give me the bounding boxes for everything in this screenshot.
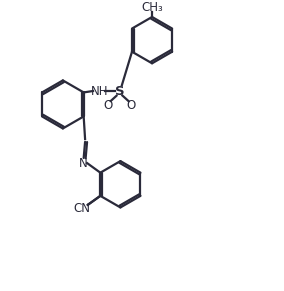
Text: N: N	[79, 157, 88, 170]
Text: NH: NH	[91, 84, 108, 97]
Text: O: O	[127, 99, 136, 112]
Text: S: S	[115, 84, 124, 97]
Text: CH₃: CH₃	[141, 1, 163, 15]
Text: O: O	[103, 99, 112, 112]
Text: CN: CN	[74, 202, 91, 215]
